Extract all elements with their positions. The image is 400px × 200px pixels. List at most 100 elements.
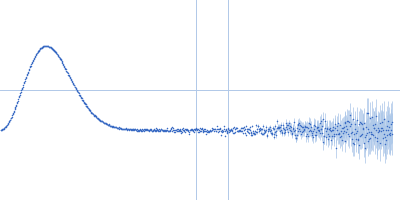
Point bbox=[284, 131, 291, 134]
Point bbox=[46, 45, 52, 48]
Point bbox=[304, 125, 310, 128]
Point bbox=[304, 132, 310, 135]
Point bbox=[8, 115, 15, 118]
Point bbox=[228, 128, 235, 131]
Point bbox=[197, 127, 204, 131]
Point bbox=[5, 122, 11, 125]
Point bbox=[227, 129, 234, 132]
Point bbox=[373, 129, 380, 132]
Point bbox=[114, 126, 120, 130]
Point bbox=[67, 75, 73, 78]
Point bbox=[78, 96, 84, 99]
Point bbox=[104, 123, 111, 126]
Point bbox=[298, 124, 304, 127]
Point bbox=[341, 125, 347, 128]
Point bbox=[225, 127, 231, 130]
Point bbox=[75, 91, 81, 94]
Point bbox=[174, 128, 180, 131]
Point bbox=[61, 65, 68, 68]
Point bbox=[267, 131, 274, 135]
Point bbox=[202, 128, 209, 131]
Point bbox=[81, 101, 88, 105]
Point bbox=[321, 135, 327, 138]
Point bbox=[361, 121, 367, 125]
Point bbox=[200, 131, 206, 134]
Point bbox=[240, 127, 246, 130]
Point bbox=[305, 135, 312, 138]
Point bbox=[162, 130, 168, 133]
Point bbox=[20, 83, 26, 86]
Point bbox=[91, 114, 98, 117]
Point bbox=[144, 127, 150, 130]
Point bbox=[130, 127, 137, 130]
Point bbox=[303, 126, 310, 129]
Point bbox=[279, 131, 285, 134]
Point bbox=[56, 56, 63, 60]
Point bbox=[250, 131, 257, 134]
Point bbox=[282, 130, 288, 134]
Point bbox=[304, 127, 311, 130]
Point bbox=[288, 130, 294, 133]
Point bbox=[37, 47, 44, 50]
Point bbox=[50, 48, 57, 51]
Point bbox=[115, 126, 122, 130]
Point bbox=[372, 123, 378, 126]
Point bbox=[253, 124, 259, 127]
Point bbox=[159, 129, 166, 132]
Point bbox=[118, 127, 125, 130]
Point bbox=[310, 123, 317, 126]
Point bbox=[344, 119, 350, 122]
Point bbox=[36, 49, 42, 52]
Point bbox=[71, 84, 78, 87]
Point bbox=[336, 132, 342, 136]
Point bbox=[80, 100, 86, 103]
Point bbox=[32, 54, 38, 57]
Point bbox=[173, 129, 180, 132]
Point bbox=[177, 128, 183, 132]
Point bbox=[352, 128, 358, 131]
Point bbox=[342, 122, 349, 125]
Point bbox=[323, 130, 329, 133]
Point bbox=[322, 126, 329, 130]
Point bbox=[202, 129, 208, 133]
Point bbox=[134, 128, 141, 131]
Point bbox=[274, 127, 281, 130]
Point bbox=[251, 131, 258, 135]
Point bbox=[357, 121, 363, 124]
Point bbox=[26, 68, 32, 72]
Point bbox=[134, 129, 140, 133]
Point bbox=[238, 130, 244, 133]
Point bbox=[291, 130, 297, 133]
Point bbox=[90, 112, 96, 116]
Point bbox=[8, 116, 14, 119]
Point bbox=[115, 126, 121, 129]
Point bbox=[387, 133, 393, 136]
Point bbox=[87, 109, 93, 112]
Point bbox=[24, 74, 30, 77]
Point bbox=[234, 126, 240, 129]
Point bbox=[76, 94, 83, 97]
Point bbox=[156, 128, 163, 131]
Point bbox=[199, 130, 206, 133]
Point bbox=[54, 53, 60, 56]
Point bbox=[290, 126, 296, 129]
Point bbox=[326, 127, 332, 130]
Point bbox=[0, 128, 6, 131]
Point bbox=[162, 128, 168, 131]
Point bbox=[301, 129, 308, 132]
Point bbox=[356, 134, 363, 137]
Point bbox=[98, 119, 104, 122]
Point bbox=[182, 127, 188, 130]
Point bbox=[288, 131, 295, 134]
Point bbox=[156, 129, 162, 133]
Point bbox=[67, 76, 74, 80]
Point bbox=[266, 129, 273, 132]
Point bbox=[370, 123, 376, 126]
Point bbox=[164, 129, 170, 132]
Point bbox=[186, 128, 193, 132]
Point bbox=[323, 136, 330, 139]
Point bbox=[65, 73, 72, 76]
Point bbox=[311, 127, 317, 130]
Point bbox=[98, 120, 105, 123]
Point bbox=[384, 124, 390, 127]
